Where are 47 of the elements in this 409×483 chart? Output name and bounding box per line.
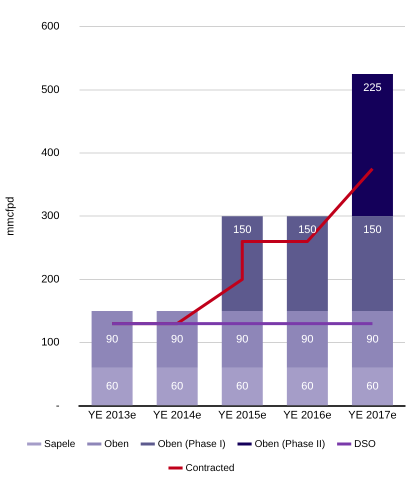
y-tick-label: - — [56, 400, 60, 412]
x-tick-label: YE 2014e — [153, 409, 202, 422]
data-label: 90 — [301, 333, 314, 346]
x-tick-label: YE 2016e — [283, 409, 332, 422]
bar — [92, 311, 133, 368]
bar — [286, 368, 328, 406]
bar — [222, 216, 263, 311]
y-tick-label: 200 — [41, 273, 60, 286]
legend-label: Oben — [104, 438, 129, 450]
x-tick-label: YE 2013e — [88, 409, 136, 422]
bar — [92, 368, 133, 406]
data-label: 225 — [363, 82, 382, 94]
legend-label: Sapele — [44, 438, 76, 450]
data-label: 90 — [236, 333, 248, 346]
y-tick-label: 600 — [41, 20, 60, 33]
data-label: 60 — [171, 380, 184, 393]
y-tick-label: 300 — [41, 210, 60, 222]
data-label: 60 — [366, 380, 379, 393]
x-tick-label: YE 2017e — [348, 409, 397, 422]
bar — [352, 216, 393, 311]
data-label: 90 — [106, 333, 118, 346]
data-label: 150 — [363, 224, 382, 236]
y-tick-label: 400 — [41, 147, 60, 160]
bar — [352, 74, 393, 216]
y-axis-title: mmcfpd — [4, 196, 17, 236]
bar — [352, 368, 393, 406]
legend-label: Oben (Phase I) — [158, 438, 226, 450]
bar — [156, 311, 198, 368]
data-label: 60 — [236, 380, 248, 393]
bar — [222, 311, 263, 368]
x-tick-label: YE 2015e — [218, 409, 266, 422]
y-tick-label: 100 — [41, 336, 60, 349]
y-tick-label: 500 — [41, 84, 60, 96]
bar — [222, 368, 263, 406]
legend-label: Contracted — [186, 462, 234, 474]
data-label: 150 — [233, 224, 252, 236]
bar — [156, 368, 198, 406]
bar — [352, 311, 393, 368]
data-label: 60 — [301, 380, 314, 393]
data-label: 150 — [298, 224, 317, 236]
bar — [286, 311, 328, 368]
bar — [286, 216, 328, 311]
legend-label: Oben (Phase II) — [254, 438, 326, 450]
legend-label: DSO — [354, 438, 376, 450]
data-label: 90 — [366, 333, 379, 346]
data-label: 60 — [106, 380, 118, 393]
data-label: 90 — [171, 333, 184, 346]
